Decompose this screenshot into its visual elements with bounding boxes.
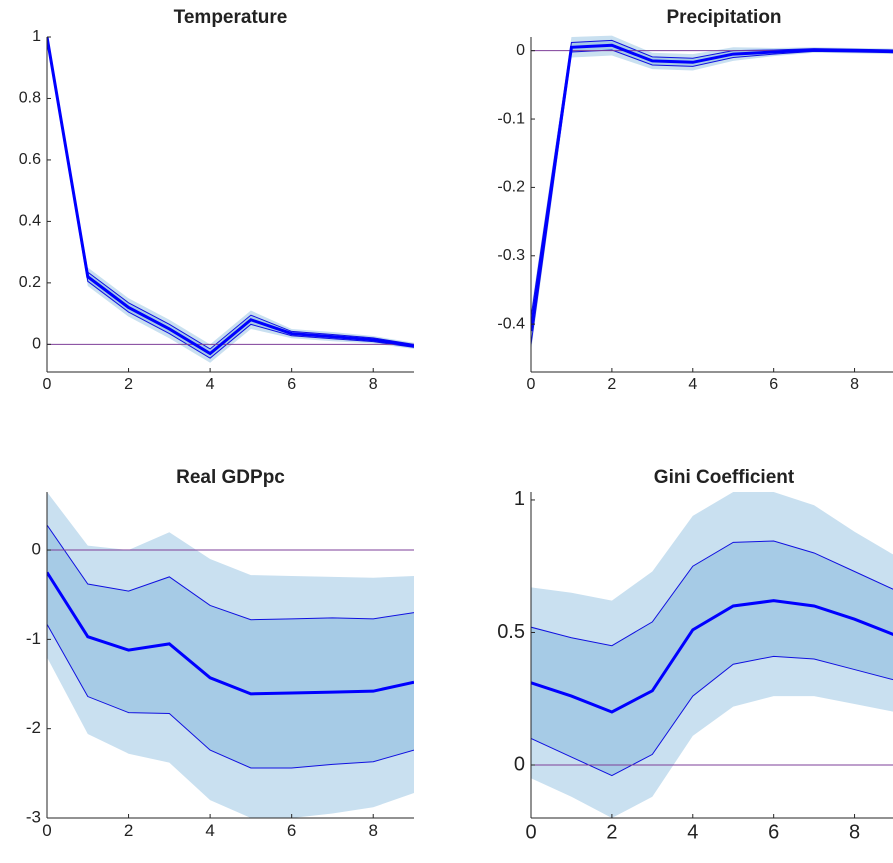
subplot: -0.4 -0.3 -0.2 -0.1 0 0 2 4 6 8 Precipitation: [497, 7, 893, 393]
band-line: [531, 540, 893, 647]
band-line: [531, 655, 893, 777]
x-tick-label: 2: [124, 376, 133, 393]
subplot: 0 0.5 1 0 2 4 6 8 Gini Coefficient: [497, 467, 893, 843]
band-line: [531, 49, 893, 345]
plot-area: [531, 492, 893, 818]
x-tick-label: 4: [205, 821, 214, 840]
y-tick-label: 0.8: [19, 90, 41, 107]
y-tick-label: -0.4: [497, 315, 525, 332]
band-line: [47, 39, 414, 359]
y-tick-label: 0.6: [19, 151, 41, 168]
plot-area: [531, 35, 893, 352]
subplot: 0 0.2 0.4 0.6 0.8 1 0 2 4 6 8 Temperature: [19, 7, 414, 393]
plot-area: [47, 492, 414, 818]
band-line: [47, 623, 414, 769]
x-tick-label: 6: [768, 821, 779, 843]
y-tick-label: 0.2: [19, 274, 41, 291]
x-tick-label: 6: [287, 821, 296, 840]
band-line: [47, 36, 414, 350]
line: [531, 599, 893, 714]
x-tick-label: 8: [849, 821, 860, 843]
y-tick-label: -3: [26, 807, 41, 826]
x-tick-label: 0: [42, 821, 51, 840]
y-tick-label: 0: [514, 753, 525, 775]
x-tick-label: 6: [769, 376, 778, 393]
plot-area: [47, 36, 414, 363]
line: [47, 571, 414, 696]
band: [531, 541, 893, 776]
y-tick-label: 0.5: [497, 621, 525, 643]
subplot: -3 -2 -1 0 0 2 4 6 8 Real GDPpc: [26, 467, 414, 840]
y-tick-label: -1: [26, 629, 41, 648]
band-line: [47, 524, 414, 621]
x-tick-label: 0: [527, 376, 536, 393]
y-tick-label: 0: [516, 42, 525, 59]
band-line: [531, 39, 893, 318]
y-tick-label: 0.4: [19, 213, 41, 230]
y-tick-label: 1: [32, 28, 41, 45]
y-tick-label: -0.3: [497, 247, 525, 264]
x-tick-label: 8: [369, 376, 378, 393]
y-tick-label: -0.2: [497, 179, 525, 196]
band: [47, 525, 414, 768]
y-tick-label: 0: [32, 540, 41, 559]
line: [531, 43, 893, 332]
band: [531, 35, 893, 352]
y-tick-label: -2: [26, 718, 41, 737]
x-tick-label: 0: [43, 376, 52, 393]
x-tick-label: 6: [287, 376, 296, 393]
x-tick-label: 0: [525, 821, 536, 843]
chart-title: Precipitation: [666, 7, 781, 28]
x-tick-label: 2: [606, 821, 617, 843]
y-tick-label: 0: [32, 336, 41, 353]
line: [47, 36, 414, 356]
x-tick-label: 2: [124, 821, 133, 840]
x-tick-label: 8: [850, 376, 859, 393]
x-tick-label: 2: [607, 376, 616, 393]
x-tick-label: 4: [688, 376, 697, 393]
chart-title: Gini Coefficient: [654, 467, 795, 488]
band: [531, 40, 893, 345]
x-tick-label: 4: [687, 821, 698, 843]
band: [47, 37, 414, 363]
y-tick-label: 1: [514, 488, 525, 510]
chart-title: Real GDPpc: [176, 467, 285, 488]
y-tick-label: -0.1: [497, 110, 525, 127]
x-tick-label: 4: [206, 376, 215, 393]
x-tick-label: 8: [368, 821, 377, 840]
chart-title: Temperature: [174, 7, 288, 28]
band: [47, 37, 414, 359]
